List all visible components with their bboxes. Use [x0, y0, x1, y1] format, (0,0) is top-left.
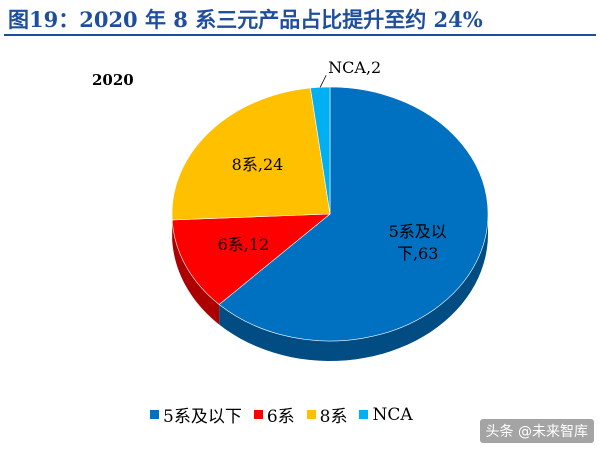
legend-label-3: NCA — [372, 404, 413, 425]
pie-side-0 — [219, 214, 488, 361]
legend-swatch-3 — [359, 410, 369, 419]
chart-legend: 5系及以下 6系 8系 NCA — [150, 402, 413, 427]
legend-label-2: 8系 — [319, 407, 348, 427]
data-label-2: 8系,24 — [232, 155, 284, 174]
legend-swatch-0 — [150, 410, 159, 419]
legend-label-1: 6系 — [266, 407, 295, 427]
legend-swatch-1 — [253, 410, 263, 419]
chart-title: 2020 — [92, 71, 134, 89]
pie-slice-0 — [218, 86, 489, 342]
pie-slice-3 — [310, 86, 331, 215]
legend-item-0: 5系及以下 — [150, 402, 242, 427]
figure-title: 图19：2020 年 8 系三元产品占比提升至约 24% — [8, 7, 483, 32]
data-label-0: 5系及以下,63 — [389, 222, 447, 263]
legend-label-0: 5系及以下 — [163, 407, 242, 427]
watermark: 头条 @未来智库 — [479, 419, 594, 443]
legend-swatch-2 — [306, 410, 316, 419]
pie-side-1 — [172, 219, 220, 325]
legend-item-3: NCA — [359, 404, 413, 425]
legend-item-2: 8系 — [306, 402, 348, 427]
legend-item-1: 6系 — [253, 402, 295, 427]
title-rule — [4, 34, 596, 36]
data-label-3: NCA,2 — [328, 58, 381, 77]
data-label-1: 6系,12 — [218, 235, 270, 254]
pie-slice-1 — [171, 213, 331, 305]
leader-line-3 — [319, 75, 327, 88]
pie-slice-2 — [171, 87, 331, 221]
